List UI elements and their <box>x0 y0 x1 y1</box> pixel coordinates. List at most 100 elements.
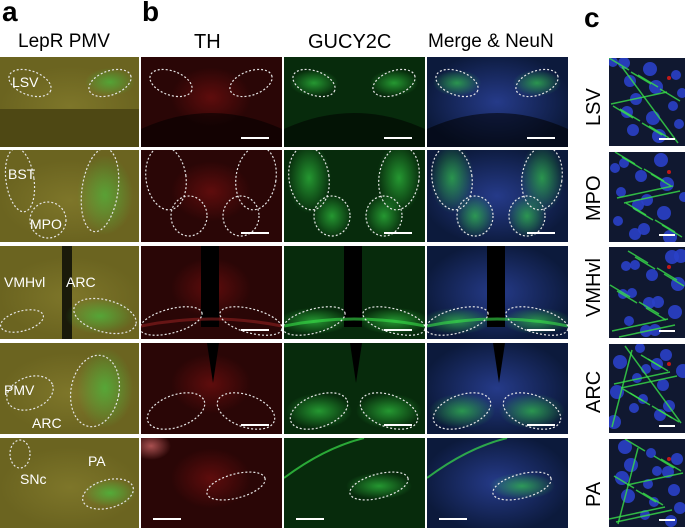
panel-a-row-1-outline-1 <box>8 68 52 98</box>
panel-b-merge-row-5-scale-bar <box>439 518 467 520</box>
panel-b-gucy2c-row-1-scale-bar <box>384 137 412 139</box>
panel-a-row-3-image <box>0 246 139 339</box>
panel-a-row-4-label-2: ARC <box>32 415 62 431</box>
panel-b-merge-row-2 <box>427 150 568 242</box>
panel-c-row-4-label: ARC <box>583 370 605 413</box>
panel-b-gucy2c-row-3-outline-2 <box>362 306 425 336</box>
panel-b-th-row-5-outline-1 <box>206 471 266 501</box>
panel-b-column-gucy2c: GUCY2C <box>308 31 392 53</box>
panel-c-row-4 <box>609 344 685 433</box>
panel-b-merge-row-4-scale-bar <box>527 424 555 426</box>
panel-c-row-5 <box>609 439 685 527</box>
panel-b-th-row-2 <box>141 150 282 242</box>
panel-b-gucy2c-row-4-image <box>284 343 425 434</box>
panel-c-row-2-label: MPO <box>583 175 605 221</box>
panel-b-th-row-1-outline-2 <box>229 68 273 98</box>
panel-c-row-4-scale-bar <box>659 425 675 427</box>
panel-b-gucy2c-row-2 <box>284 150 425 242</box>
panel-b-gucy2c-row-5-outline-1 <box>349 471 409 501</box>
panel-b-merge-row-3-outline-2 <box>505 306 568 336</box>
panel-b-gucy2c-row-4-scale-bar <box>384 424 412 426</box>
panel-b-gucy2c-row-5 <box>284 438 425 528</box>
panel-b-merge-row-2-outline-1 <box>431 150 473 211</box>
panel-c-row-4-image <box>609 344 685 433</box>
panel-c-row-3 <box>609 247 685 338</box>
panel-c-row-1-image <box>609 58 685 146</box>
panel-b-merge-row-4-outline-1 <box>432 392 492 430</box>
panel-b-gucy2c-row-3-outline-1 <box>284 306 346 336</box>
panel-c-row-3-image <box>609 247 685 338</box>
panel-a-row-2-image <box>0 150 139 242</box>
panel-c-row-5-scale-bar <box>659 519 675 521</box>
panel-b-gucy2c-row-4 <box>284 343 425 434</box>
panel-a-row-2-label-2: MPO <box>30 216 62 232</box>
panel-b-gucy2c-row-2-outline-2 <box>313 195 351 237</box>
panel-b-th-row-3-outline-2 <box>219 306 282 336</box>
panel-b-merge-row-4-image <box>427 343 568 434</box>
panel-a-row-5-image <box>0 438 139 528</box>
panel-letter-a: a <box>2 0 18 27</box>
panel-b-column-th: TH <box>194 31 221 53</box>
panel-b-gucy2c-row-2-outline-4 <box>378 150 420 211</box>
panel-c-row-1 <box>609 58 685 146</box>
panel-b-th-row-5-image <box>141 438 282 528</box>
panel-b-merge-row-1-scale-bar <box>527 137 555 139</box>
panel-c-row-5-label: PA <box>583 481 605 507</box>
panel-a-row-2-outline-2 <box>29 201 67 239</box>
panel-a-row-1-label-1: LSV <box>12 74 39 90</box>
panel-letter-c: c <box>584 2 600 33</box>
panel-c-row-2 <box>609 152 685 242</box>
panel-b-merge-row-3 <box>427 246 568 339</box>
panel-a-row-1-outline-2 <box>88 68 132 98</box>
panel-b-th-row-5-scale-bar <box>153 518 181 520</box>
panel-b-merge-row-1-outline-2 <box>515 68 559 98</box>
panel-b-merge-row-2-scale-bar <box>527 232 555 234</box>
panel-b-th-row-3-outline-1 <box>141 306 203 336</box>
panel-b-th-row-3-image <box>141 246 282 339</box>
panel-b-merge-row-1-image <box>427 57 568 147</box>
panel-b-th-row-4-scale-bar <box>241 424 269 426</box>
panel-a-row-3-label-2: ARC <box>66 274 96 290</box>
panel-b-gucy2c-row-1-outline-2 <box>372 68 416 98</box>
panel-b-merge-row-5-outline-1 <box>492 471 552 501</box>
panel-a-row-3-label-1: VMHvl <box>4 274 46 290</box>
panel-b-th-row-4 <box>141 343 282 434</box>
panel-b-gucy2c-row-1-image <box>284 57 425 147</box>
panel-b-th-row-2-outline-3 <box>222 195 260 237</box>
panel-b-th-row-4-image <box>141 343 282 434</box>
panel-a-row-4: PMV ARC <box>0 343 139 434</box>
panel-b-gucy2c-row-2-image <box>284 150 425 242</box>
panel-a-row-4-image <box>0 343 139 434</box>
panel-b-th-row-5 <box>141 438 282 528</box>
panel-c-row-2-image <box>609 152 685 242</box>
panel-a-row-2: BST MPO <box>0 150 139 242</box>
panel-c-row-1-label: LSV <box>583 88 605 126</box>
panel-b-merge-row-2-outline-3 <box>508 195 546 237</box>
panel-b-gucy2c-row-5-image <box>284 438 425 528</box>
panel-b-gucy2c-row-1-outline-1 <box>292 68 336 98</box>
panel-b-th-row-2-scale-bar <box>241 232 269 234</box>
panel-b-merge-row-1-outline-1 <box>435 68 479 98</box>
panel-b-merge-row-4 <box>427 343 568 434</box>
panel-b-gucy2c-row-3-scale-bar <box>384 329 412 331</box>
panel-b-th-row-4-outline-1 <box>146 392 206 430</box>
panel-b-gucy2c-row-3 <box>284 246 425 339</box>
panel-b-th-row-1 <box>141 57 282 147</box>
panel-b-merge-row-5-image <box>427 438 568 528</box>
panel-b-th-row-1-outline-1 <box>149 68 193 98</box>
panel-b-th-row-2-outline-4 <box>235 150 277 211</box>
panel-b-th-row-2-image <box>141 150 282 242</box>
panel-b-gucy2c-row-1 <box>284 57 425 147</box>
panel-b-gucy2c-row-2-outline-1 <box>288 150 330 211</box>
panel-c-row-2-scale-bar <box>659 234 675 236</box>
panel-b-merge-row-3-scale-bar <box>527 329 555 331</box>
panel-b-merge-row-3-image <box>427 246 568 339</box>
panel-a-row-1: LSV <box>0 57 139 147</box>
panel-b-merge-row-5 <box>427 438 568 528</box>
panel-b-gucy2c-row-5-scale-bar <box>296 518 324 520</box>
panel-a-row-3: VMHvl ARC <box>0 246 139 339</box>
panel-a-row-5-outline-1 <box>9 439 31 469</box>
panel-b-column-merge: Merge & NeuN <box>428 31 554 52</box>
panel-b-gucy2c-row-4-outline-1 <box>289 392 349 430</box>
panel-letter-b: b <box>142 0 160 27</box>
